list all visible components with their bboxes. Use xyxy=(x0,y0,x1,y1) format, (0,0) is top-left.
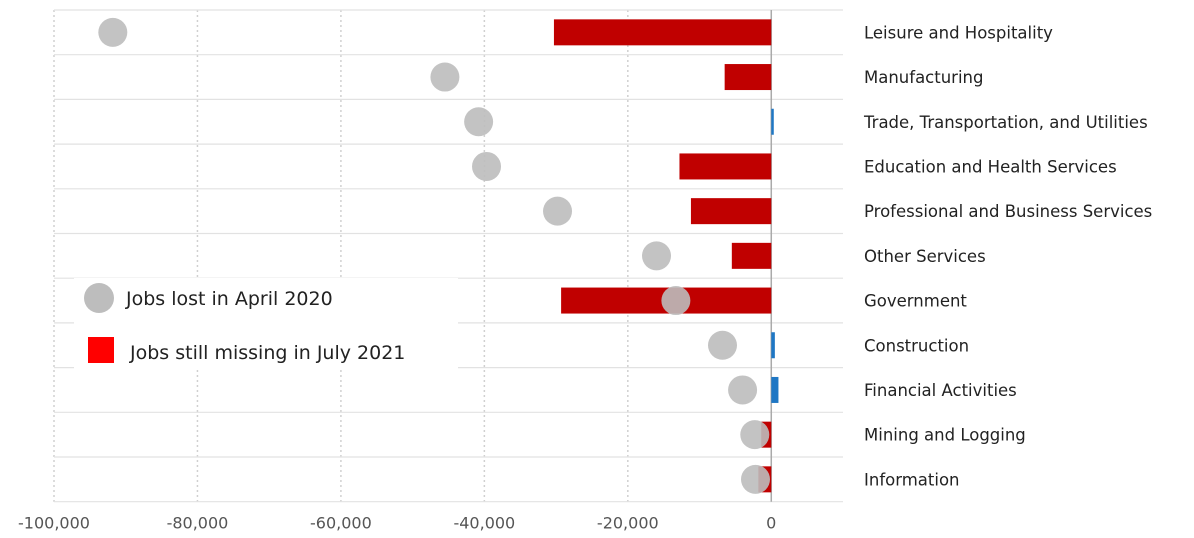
category-label: Professional and Business Services xyxy=(864,202,1152,221)
dot-3 xyxy=(472,151,502,181)
bar-3 xyxy=(679,153,772,180)
dot-10 xyxy=(740,464,770,494)
legend-label-series-2: Jobs still missing in July 2021 xyxy=(129,342,405,364)
category-label: Trade, Transportation, and Utilities xyxy=(863,113,1148,132)
dot-8 xyxy=(728,375,758,405)
dots-layer xyxy=(98,17,770,494)
bar-2 xyxy=(771,108,774,135)
category-label: Leisure and Hospitality xyxy=(864,23,1053,42)
dot-1 xyxy=(430,62,460,92)
x-tick-label: -80,000 xyxy=(167,514,229,533)
x-tick-label: -100,000 xyxy=(18,514,90,533)
dot-6 xyxy=(661,286,691,316)
legend-label-series-1: Jobs lost in April 2020 xyxy=(125,288,333,310)
legend: Jobs lost in April 2020 Jobs still missi… xyxy=(74,278,458,370)
bar-0 xyxy=(553,19,772,46)
grid-layer xyxy=(53,10,629,502)
legend-background xyxy=(74,278,458,370)
x-tick-label: -40,000 xyxy=(453,514,515,533)
x-tick-label: 0 xyxy=(766,514,776,533)
bar-5 xyxy=(731,242,772,269)
category-labels: Leisure and Hospitality Manufacturing Trad… xyxy=(863,23,1152,489)
category-label: Construction xyxy=(864,336,969,355)
category-label: Financial Activities xyxy=(864,381,1017,400)
dot-4 xyxy=(543,196,573,226)
category-label: Mining and Logging xyxy=(864,426,1026,445)
row-separators xyxy=(54,9,843,503)
dot-0 xyxy=(98,17,128,47)
x-axis-ticks: -100,000 -80,000 -60,000 -40,000 -20,000 0 xyxy=(18,514,776,533)
category-label: Education and Health Services xyxy=(864,157,1117,176)
dot-5 xyxy=(642,241,672,271)
dot-9 xyxy=(740,420,770,450)
category-label: Information xyxy=(864,470,960,489)
bar-7 xyxy=(771,332,775,359)
legend-bar-swatch xyxy=(88,337,114,363)
dot-7 xyxy=(707,330,737,360)
category-label: Manufacturing xyxy=(864,68,983,87)
dot-2 xyxy=(464,107,494,137)
legend-dot-swatch xyxy=(84,283,114,313)
x-tick-label: -20,000 xyxy=(597,514,659,533)
category-label: Government xyxy=(864,292,967,311)
bar-4 xyxy=(690,198,772,225)
category-label: Other Services xyxy=(864,247,986,266)
bar-8 xyxy=(771,376,779,403)
bar-1 xyxy=(724,64,772,91)
x-tick-label: -60,000 xyxy=(310,514,372,533)
